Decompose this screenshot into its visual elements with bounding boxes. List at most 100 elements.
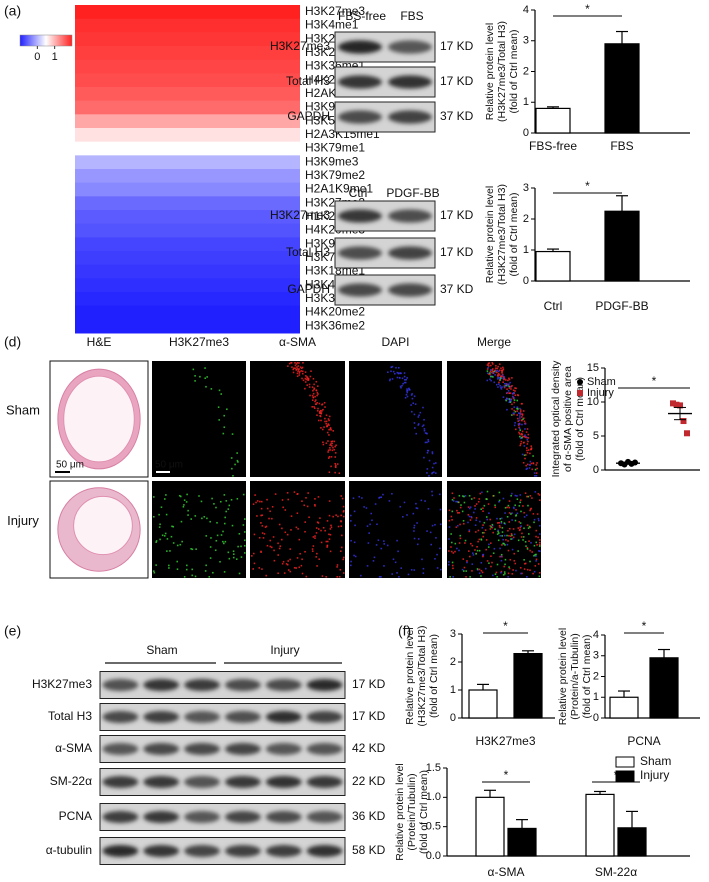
signal-dot — [299, 366, 302, 368]
signal-dot — [494, 370, 497, 373]
signal-dot — [534, 553, 536, 556]
signal-dot — [315, 389, 318, 391]
signal-dot — [187, 514, 189, 516]
heatmap-cell — [75, 59, 300, 74]
signal-dot — [413, 526, 415, 529]
signal-dot — [511, 548, 514, 551]
signal-dot — [462, 495, 464, 497]
signal-dot — [279, 545, 282, 547]
signal-dot — [354, 524, 356, 527]
signal-dot — [470, 515, 473, 518]
signal-dot — [296, 557, 299, 559]
signal-dot — [224, 540, 227, 543]
significance-label: * — [504, 768, 509, 782]
signal-dot — [475, 503, 478, 505]
signal-dot — [226, 408, 228, 411]
signal-dot — [450, 515, 453, 518]
signal-dot — [373, 556, 376, 559]
signal-dot — [353, 554, 355, 557]
y-tick-label: 3 — [523, 35, 529, 47]
blot-band — [184, 679, 221, 691]
signal-dot — [238, 532, 241, 535]
blot-band — [224, 679, 261, 691]
signal-dot — [511, 538, 514, 540]
signal-dot — [499, 547, 501, 550]
signal-dot — [500, 386, 502, 389]
signal-dot — [315, 527, 318, 529]
signal-dot — [524, 428, 526, 430]
signal-dot — [242, 524, 245, 526]
signal-dot — [491, 561, 493, 564]
signal-dot — [204, 367, 206, 369]
signal-dot — [180, 520, 183, 523]
signal-dot — [449, 576, 451, 578]
signal-dot — [321, 403, 323, 406]
blot-strip — [99, 837, 346, 865]
signal-dot — [169, 550, 171, 552]
signal-dot — [435, 537, 437, 539]
signal-dot — [489, 370, 492, 373]
signal-dot — [434, 523, 436, 526]
signal-dot — [391, 492, 393, 495]
signal-dot — [513, 401, 515, 404]
signal-dot — [488, 543, 490, 546]
signal-dot — [396, 572, 398, 574]
signal-dot — [427, 440, 430, 443]
signal-dot — [301, 572, 304, 575]
signal-dot — [296, 512, 299, 515]
signal-dot — [328, 455, 331, 458]
signal-dot — [523, 516, 526, 518]
signal-dot — [218, 419, 220, 421]
signal-dot — [431, 490, 433, 493]
signal-dot — [478, 538, 481, 541]
signal-dot — [500, 367, 502, 370]
signal-dot — [482, 507, 484, 510]
signal-dot — [427, 449, 430, 452]
signal-dot — [330, 440, 333, 443]
signal-dot — [474, 508, 476, 510]
blot-size-label: 17 KD — [440, 39, 474, 53]
fluorescence-image — [447, 481, 541, 578]
signal-dot — [498, 363, 501, 365]
signal-dot — [455, 526, 458, 528]
y-tick-label: 1.0 — [426, 791, 441, 803]
signal-dot — [500, 388, 503, 390]
signal-dot — [253, 533, 256, 536]
signal-dot — [287, 560, 289, 562]
y-tick-label: 1 — [523, 96, 529, 108]
error-bar — [674, 406, 686, 421]
signal-dot — [297, 528, 299, 530]
signal-dot — [523, 568, 526, 570]
signal-dot — [526, 547, 529, 549]
data-point — [673, 401, 680, 408]
signal-dot — [500, 376, 502, 378]
y-axis-label: (H3K27me3/Total H3) — [496, 184, 508, 285]
signal-dot — [327, 457, 330, 459]
signal-dot — [208, 576, 211, 578]
signal-dot — [502, 377, 505, 380]
error-bar — [618, 690, 630, 698]
signal-dot — [528, 467, 531, 469]
signal-dot — [251, 555, 253, 557]
signal-dot — [255, 501, 257, 504]
signal-dot — [237, 545, 239, 548]
signal-dot — [336, 564, 339, 566]
signal-dot — [322, 408, 324, 411]
signal-dot — [423, 428, 426, 430]
signal-dot — [261, 525, 264, 527]
signal-dot — [329, 533, 332, 536]
signal-dot — [390, 370, 392, 373]
signal-dot — [491, 574, 494, 577]
signal-dot — [497, 386, 499, 388]
signal-dot — [485, 539, 488, 541]
signal-dot — [495, 364, 497, 367]
signal-dot — [328, 471, 331, 473]
signal-dot — [292, 371, 295, 374]
signal-dot — [326, 424, 329, 427]
signal-dot — [480, 508, 482, 510]
signal-dot — [328, 434, 330, 436]
signal-dot — [313, 388, 315, 391]
signal-dot — [227, 508, 230, 510]
signal-dot — [286, 563, 289, 566]
